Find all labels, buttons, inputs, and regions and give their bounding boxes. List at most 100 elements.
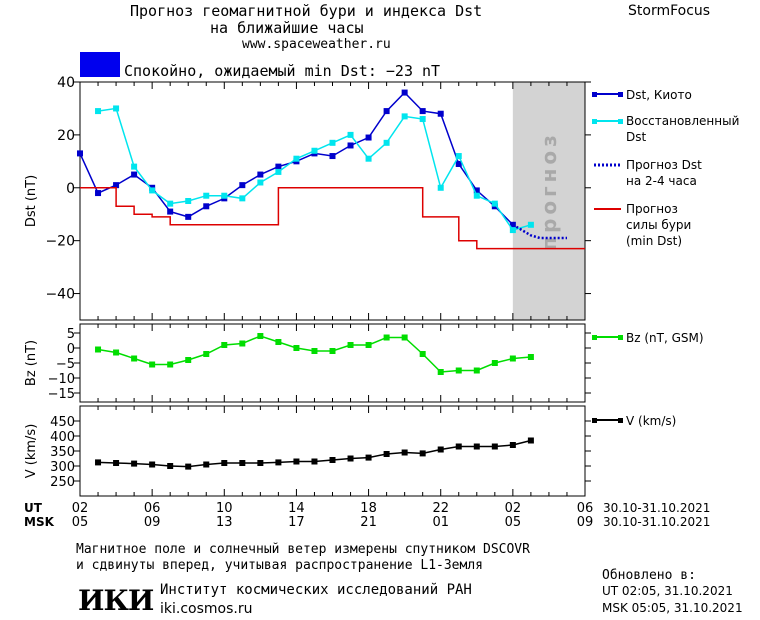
data-point-2-0 bbox=[293, 458, 300, 465]
y-tick-label: 5 bbox=[67, 327, 75, 342]
data-point-0-1 bbox=[401, 113, 408, 120]
legend-marker-bz bbox=[592, 335, 597, 340]
legend-bz: Bz (nT, GSM) bbox=[626, 331, 704, 345]
data-point-1-0 bbox=[167, 361, 174, 368]
data-point-2-0 bbox=[473, 443, 480, 450]
v-axis-title: V (km/s) bbox=[24, 424, 39, 479]
data-point-0-0 bbox=[95, 190, 102, 197]
x-tick-label-msk: 05 bbox=[72, 515, 89, 530]
data-point-0-1 bbox=[365, 155, 372, 162]
data-point-0-0 bbox=[329, 153, 336, 160]
data-point-0-1 bbox=[311, 147, 318, 154]
legend-storm-forecast-2: силы бури bbox=[626, 218, 691, 232]
data-point-2-0 bbox=[419, 450, 426, 457]
data-point-1-0 bbox=[401, 334, 408, 341]
legend-v: V (km/s) bbox=[626, 414, 676, 428]
data-point-0-1 bbox=[437, 184, 444, 191]
legend-dst-restored-1: Восстановленный bbox=[626, 114, 739, 128]
data-point-0-0 bbox=[275, 163, 282, 170]
data-point-0-0 bbox=[455, 160, 462, 167]
y-tick-label: 0 bbox=[67, 342, 75, 357]
data-point-2-0 bbox=[455, 443, 462, 450]
data-point-0-0 bbox=[131, 171, 138, 178]
data-point-0-1 bbox=[185, 198, 192, 204]
footer-note-1: Магнитное поле и солнечный ветер измерен… bbox=[76, 542, 530, 557]
data-point-1-0 bbox=[239, 340, 246, 347]
series-line-0-2 bbox=[512, 223, 567, 240]
x-tick-label-ut: 10 bbox=[216, 501, 233, 516]
legend-marker-dst-kyoto bbox=[618, 92, 623, 97]
data-point-0-1 bbox=[473, 192, 480, 199]
data-point-1-0 bbox=[329, 348, 336, 354]
data-point-0-1 bbox=[203, 192, 210, 199]
data-point-2-0 bbox=[95, 459, 102, 466]
x-tick-label-ut: 06 bbox=[144, 501, 161, 516]
data-point-0-0 bbox=[437, 110, 444, 117]
y-tick-label: 350 bbox=[50, 445, 75, 460]
updated-msk: MSK 05:05, 31.10.2021 bbox=[602, 601, 743, 615]
data-point-0-1 bbox=[113, 105, 120, 112]
legend: Dst, Киото Восстановленный Dst Прогноз D… bbox=[592, 88, 739, 428]
data-point-1-0 bbox=[509, 355, 516, 362]
data-point-2-0 bbox=[329, 457, 336, 463]
data-point-1-0 bbox=[185, 357, 192, 363]
y-tick-label: −10 bbox=[48, 372, 75, 387]
data-point-1-0 bbox=[383, 334, 390, 341]
data-point-0-0 bbox=[167, 208, 174, 215]
data-point-2-0 bbox=[167, 463, 174, 469]
y-tick-label: −20 bbox=[45, 234, 75, 250]
date-range-ut: 30.10-31.10.2021 bbox=[603, 501, 710, 515]
y-tick-label: 20 bbox=[57, 128, 75, 144]
data-point-0-0 bbox=[257, 171, 264, 178]
x-tick-label-msk: 05 bbox=[505, 515, 522, 530]
data-point-0-1 bbox=[329, 139, 336, 146]
data-point-2-0 bbox=[275, 459, 282, 466]
forecast-zone bbox=[512, 82, 585, 320]
data-point-2-0 bbox=[185, 463, 192, 470]
footer-note-2: и сдвинуты вперед, учитывая распростране… bbox=[76, 558, 483, 573]
series-line-0-3 bbox=[80, 187, 585, 250]
y-tick-label: 250 bbox=[50, 475, 75, 490]
x-tick-label-msk: 09 bbox=[577, 515, 594, 530]
institute-site[interactable]: iki.cosmos.ru bbox=[160, 601, 253, 617]
data-point-2-0 bbox=[509, 442, 516, 448]
data-point-2-0 bbox=[113, 460, 120, 466]
data-point-1-0 bbox=[221, 342, 228, 348]
legend-storm-forecast-1: Прогноз bbox=[626, 202, 678, 216]
data-point-0-1 bbox=[491, 200, 498, 207]
chart-title: Прогноз геомагнитной бури и индекса Dst bbox=[130, 2, 483, 20]
data-point-1-0 bbox=[113, 349, 120, 356]
data-point-0-1 bbox=[293, 155, 300, 162]
data-point-2-0 bbox=[491, 443, 498, 450]
iki-logo: ИКИ bbox=[78, 584, 154, 617]
data-point-2-0 bbox=[347, 455, 354, 462]
data-point-0-1 bbox=[419, 116, 426, 123]
y-tick-label: −40 bbox=[45, 287, 75, 303]
ut-label: UT bbox=[24, 501, 43, 515]
updated-label: Обновлено в: bbox=[602, 568, 696, 583]
legend-storm-forecast-3: (min Dst) bbox=[626, 234, 682, 248]
data-point-1-0 bbox=[437, 369, 444, 375]
x-tick-label-msk: 13 bbox=[216, 515, 233, 530]
data-point-2-0 bbox=[257, 460, 264, 466]
legend-dst-forecast-2: на 2-4 часа bbox=[626, 174, 697, 188]
data-point-2-0 bbox=[131, 460, 138, 467]
site-url[interactable]: www.spaceweather.ru bbox=[242, 37, 391, 52]
updated-ut: UT 02:05, 31.10.2021 bbox=[602, 584, 733, 598]
data-point-0-1 bbox=[275, 168, 282, 175]
y-tick-label: 300 bbox=[50, 460, 75, 475]
bz-panel-frame bbox=[79, 323, 586, 403]
x-tick-label-ut: 22 bbox=[432, 501, 449, 516]
data-point-1-0 bbox=[203, 351, 210, 357]
chart-subtitle: на ближайшие часы bbox=[210, 19, 364, 37]
data-point-0-1 bbox=[455, 153, 462, 160]
legend-marker-v bbox=[592, 418, 597, 423]
data-point-0-1 bbox=[383, 139, 390, 146]
x-tick-label-msk: 01 bbox=[432, 515, 449, 530]
data-point-2-0 bbox=[221, 460, 228, 466]
legend-dst-forecast-1: Прогноз Dst bbox=[626, 158, 702, 172]
x-tick-label-msk: 09 bbox=[144, 515, 161, 530]
data-point-1-0 bbox=[257, 333, 264, 339]
